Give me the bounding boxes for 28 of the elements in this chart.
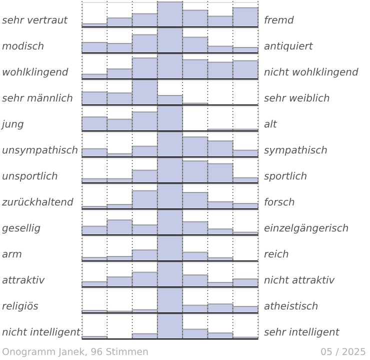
y-axis-title: unsportlich xyxy=(2,172,58,182)
y2-axis-title: atheistisch xyxy=(264,302,318,312)
y-axis-title: nicht intelligent xyxy=(2,328,82,338)
y-axis-title: jung xyxy=(0,120,24,130)
y-axis-title: unsympathisch xyxy=(2,146,78,156)
y-axis-title: attraktiv xyxy=(2,276,46,286)
y2-axis-title: sportlich xyxy=(264,172,308,182)
y-axis-title: modisch xyxy=(2,42,44,52)
y2-axis-title: sehr intelligent xyxy=(264,328,340,338)
y2-axis-title: einzelgängerisch xyxy=(264,224,349,234)
y-axis-title: wohlklingend xyxy=(2,68,69,78)
y-axis-title: gesellig xyxy=(2,224,41,234)
y-axis-title: religiös xyxy=(2,302,38,312)
y2-axis-title: nicht wohlklingend xyxy=(264,68,359,78)
y2-axis-title: sehr weiblich xyxy=(264,94,330,104)
y2-axis-title: alt xyxy=(264,120,278,130)
y2-axis-title: forsch xyxy=(264,198,295,208)
text: 05 / 2025 xyxy=(320,347,366,358)
y-axis-title: zurückhaltend xyxy=(1,198,74,208)
y-axis-title: arm xyxy=(2,250,22,260)
text: Onogramm Janek, 96 Stimmen xyxy=(2,347,149,358)
y2-axis-title: fremd xyxy=(264,16,295,26)
y2-axis-title: antiquiert xyxy=(264,42,314,52)
y-axis-title: sehr vertraut xyxy=(2,16,69,26)
y-axis-title: sehr männlich xyxy=(2,94,73,104)
y2-axis-title: sympathisch xyxy=(264,146,328,156)
y2-axis-title: reich xyxy=(264,250,289,260)
y2-axis-title: nicht attraktiv xyxy=(264,276,336,286)
